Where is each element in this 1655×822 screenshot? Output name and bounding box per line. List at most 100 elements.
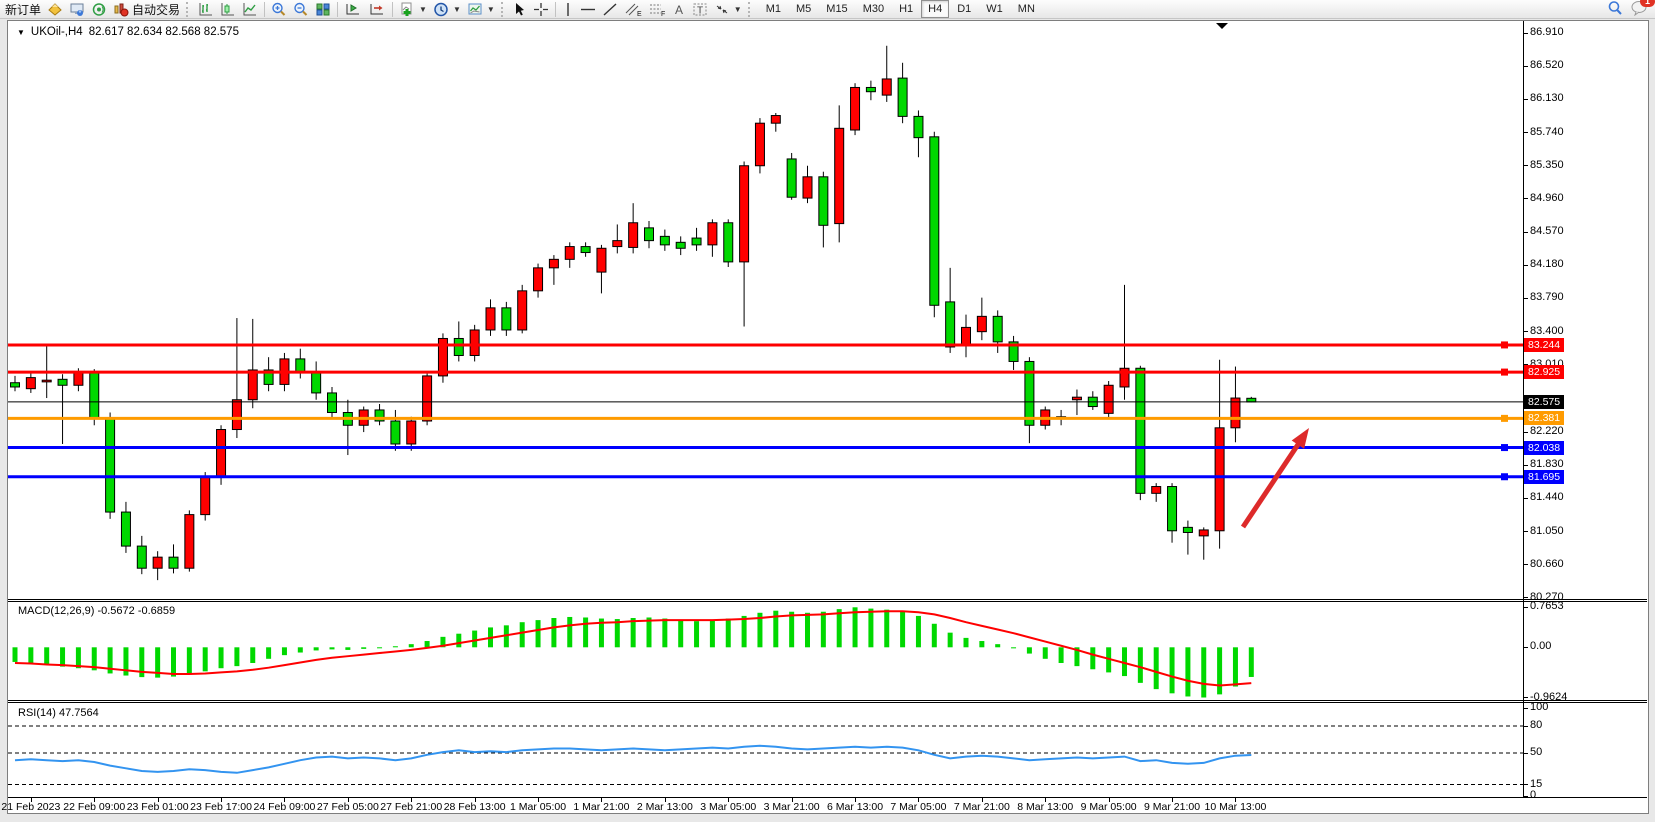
rsi-axis-label: 50 [1530,746,1543,758]
timeframe-button-MN[interactable]: MN [1017,3,1035,15]
auto-trading-button[interactable]: 自动交易 [110,1,183,18]
text-tool-icon[interactable]: A [669,1,689,18]
timeframe-button-D1[interactable]: D1 [957,3,972,15]
bar-chart-type-icon[interactable] [195,1,217,18]
terminal-icon[interactable] [66,1,88,18]
price-axis-tick [1523,464,1528,466]
candlestick-type-icon[interactable] [217,1,239,18]
horizontal-line-tool-icon[interactable] [577,1,599,18]
crosshair-tool-icon[interactable] [530,1,552,18]
timeframe-button-H1[interactable]: H1 [899,3,914,15]
auto-scroll-icon[interactable] [341,1,365,18]
time-axis-label: 3 Mar 21:00 [763,801,820,813]
toolbar-separator [392,1,394,17]
gold-symbol-icon[interactable] [44,1,66,18]
templates-icon[interactable]: ▼ [464,1,498,18]
timeframe-toolbar: M1 M5 M15 M30 H1 H4 D1 W1 MN [759,0,1042,18]
time-axis-label: 21 Feb 2023 [1,801,61,813]
time-axis-label: 27 Feb 21:00 [380,801,443,813]
timeframe-button-W1[interactable]: W1 [986,3,1003,15]
cursor-tool-icon[interactable] [510,1,530,18]
price-axis-label: 82.220 [1530,425,1564,438]
zoom-out-icon[interactable] [290,1,312,18]
price-axis-label: 86.130 [1530,92,1564,105]
toolbar-separator [554,1,556,17]
new-order-button[interactable]: 新订单 [2,1,44,18]
time-axis-border [8,797,1647,798]
price-tag-82.381: 82.381 [1524,411,1565,426]
toolbar-grip [500,1,507,17]
timeframe-button-H4[interactable]: H4 [921,0,950,18]
time-axis-label: 7 Mar 21:00 [953,801,1010,813]
time-axis-label: 10 Mar 13:00 [1204,801,1267,813]
price-tag-82.925: 82.925 [1524,365,1565,380]
toolbar-grip [186,1,192,17]
time-axis-tick [538,798,540,802]
time-axis-tick [791,798,793,802]
panel-separator[interactable] [8,599,1647,600]
time-axis-tick [1108,798,1110,802]
price-axis-tick [1523,331,1528,333]
panel-separator [8,702,1647,703]
price-axis-label: 81.440 [1530,491,1564,504]
line-chart-type-icon[interactable] [239,1,261,18]
time-axis-label: 3 Mar 05:00 [700,801,757,813]
time-axis-label: 24 Feb 09:00 [253,801,316,813]
panel-separator [8,601,1647,602]
price-axis-tick [1523,98,1528,100]
fibonacci-tool-icon[interactable]: F [645,1,669,18]
price-axis-tick [1523,364,1528,366]
timeframes-clock-icon[interactable]: ▼ [430,1,464,18]
time-axis-tick [474,798,476,802]
time-axis-label: 27 Feb 05:00 [316,801,379,813]
text-label-tool-icon[interactable]: T [689,1,711,18]
main-price-chart[interactable] [8,22,1523,599]
svg-text:A: A [675,3,683,17]
collapse-triangle-icon[interactable]: ▼ [17,27,25,37]
time-axis-label: 9 Mar 21:00 [1144,801,1201,813]
auto-trading-label: 自动交易 [132,2,181,17]
rsi-panel[interactable] [8,703,1523,797]
add-indicator-icon[interactable]: ▼ [396,1,430,18]
chart-shift-marker[interactable] [1216,23,1228,29]
timeframe-button-M30[interactable]: M30 [862,3,885,15]
trendline-tool-icon[interactable] [599,1,621,18]
notifications-icon[interactable]: 1 [1631,0,1655,19]
time-axis-label: 7 Mar 05:00 [890,801,947,813]
price-axis-label: 80.660 [1530,557,1564,570]
time-axis-tick [411,798,413,802]
price-tag-82.038: 82.038 [1524,440,1565,455]
rsi-axis-label: 80 [1530,719,1543,731]
zoom-in-icon[interactable] [268,1,290,18]
horizontal-price-lines[interactable] [8,341,1523,481]
chart-title: ▼ UKOil-,H4 82.617 82.634 82.568 82.575 [17,26,239,38]
macd-panel[interactable] [8,601,1523,699]
price-axis-label: 84.570 [1530,225,1564,238]
price-axis-label: 81.050 [1530,524,1564,537]
time-axis-label: 23 Feb 17:00 [190,801,252,813]
dropdown-caret: ▼ [733,4,742,14]
timeframe-button-M5[interactable]: M5 [796,3,812,15]
arrows-tool-icon[interactable]: ▼ [711,1,745,18]
price-axis-tick [1523,297,1528,299]
price-axis-tick [1523,231,1528,233]
time-axis-tick [284,798,286,802]
timeframe-button-M1[interactable]: M1 [765,3,781,15]
rsi-axis-tick [1523,784,1528,785]
search-icon[interactable] [1607,0,1623,19]
tile-windows-icon[interactable] [312,1,334,18]
equidistant-channel-tool-icon[interactable]: E [621,1,645,18]
panel-separator[interactable] [8,700,1647,701]
trend-arrow-annotation[interactable] [1240,428,1309,529]
vertical-line-tool-icon[interactable] [559,1,577,18]
price-axis-tick [1523,198,1528,200]
time-axis-label: 28 Feb 13:00 [443,801,506,813]
time-axis-label: 1 Mar 05:00 [510,801,567,813]
macd-axis-label: -0.9624 [1530,690,1568,703]
alerts-signal-icon[interactable] [88,1,110,18]
timeframe-button-M15[interactable]: M15 [826,3,848,15]
toolbar-grip [747,1,754,17]
toolbar-right-group: 1 [1607,0,1655,19]
chart-shift-icon[interactable] [365,1,389,18]
rsi-line [14,744,1252,774]
